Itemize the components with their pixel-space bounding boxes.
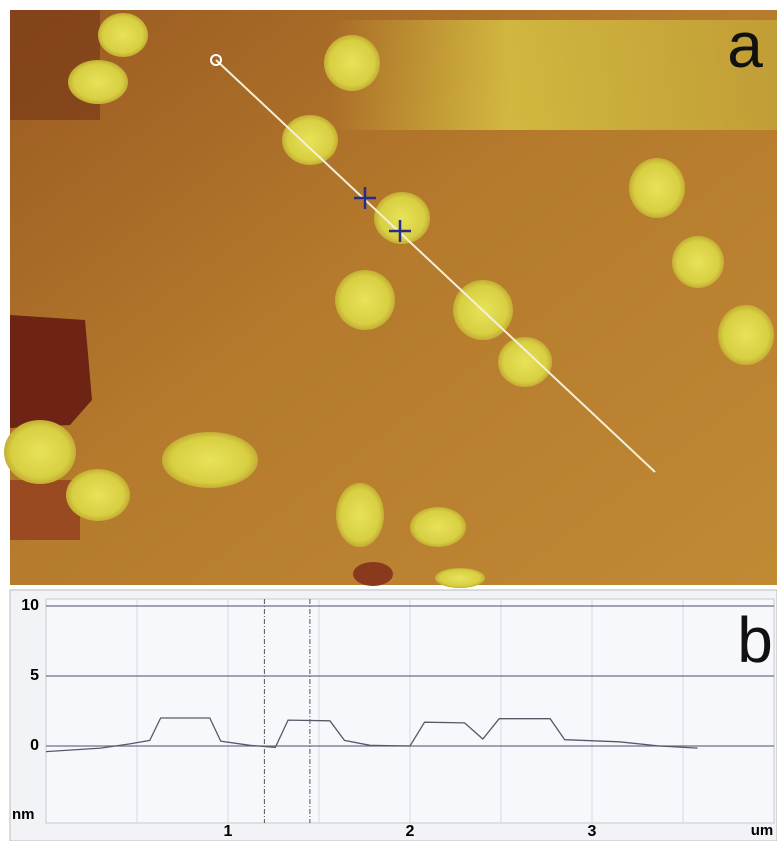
x-tick-label: 2 xyxy=(406,823,415,840)
y-tick-label: 5 xyxy=(30,667,39,684)
panel-label: a xyxy=(727,9,763,81)
x-axis-label: um xyxy=(751,822,774,839)
y-axis-label: nm xyxy=(12,806,35,823)
panel-label: b xyxy=(737,604,773,676)
afm-image: a xyxy=(4,9,777,588)
y-tick-label: 0 xyxy=(30,737,39,754)
x-tick-label: 1 xyxy=(224,823,233,840)
x-tick-label: 3 xyxy=(588,823,597,840)
profile-chart: 1 2 3 0 5 10 nm um b xyxy=(9,589,777,841)
y-tick-label: 10 xyxy=(21,597,39,614)
profile-line xyxy=(45,717,698,753)
